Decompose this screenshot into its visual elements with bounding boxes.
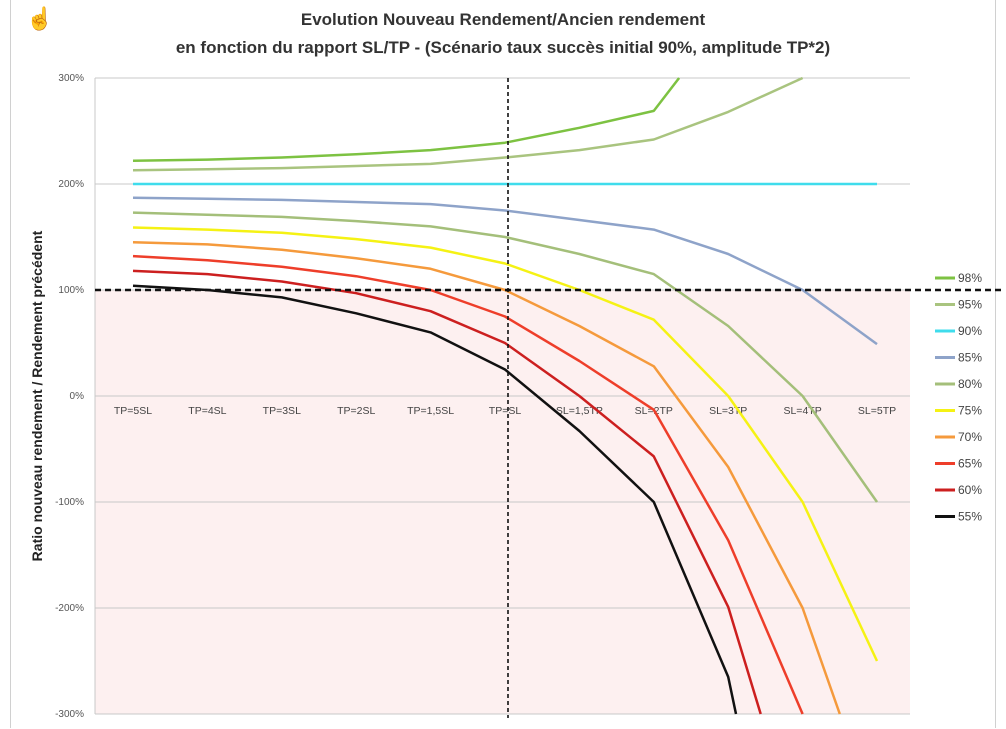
x-category-label: TP=4SL bbox=[188, 405, 226, 417]
chart-frame bbox=[10, 0, 996, 728]
y-axis-label: Ratio nouveau rendement / Rendement préc… bbox=[29, 230, 45, 561]
y-tick-label: 100% bbox=[58, 285, 84, 296]
x-category-label: SL=1,5TP bbox=[556, 405, 603, 417]
legend-label: 60% bbox=[958, 483, 982, 497]
series-line-60pct bbox=[132, 269, 762, 715]
legend-label: 98% bbox=[958, 271, 982, 285]
legend-label: 95% bbox=[958, 298, 982, 312]
chart-title-line-1: Evolution Nouveau Rendement/Ancien rende… bbox=[300, 10, 706, 29]
x-category-label: TP=2SL bbox=[337, 405, 375, 417]
x-category-label: SL=5TP bbox=[858, 405, 896, 417]
series-line-55pct bbox=[132, 284, 738, 715]
series-line-75pct bbox=[132, 226, 879, 662]
series-line-85pct bbox=[132, 196, 878, 346]
legend-label: 80% bbox=[958, 377, 982, 391]
legend-label: 85% bbox=[958, 351, 982, 365]
legend-label: 75% bbox=[958, 404, 982, 418]
series-line-98pct bbox=[132, 77, 681, 162]
x-category-label: TP=3SL bbox=[263, 405, 301, 417]
y-tick-label: -300% bbox=[55, 709, 84, 720]
legend-label: 90% bbox=[958, 324, 982, 338]
x-category-label: TP=5SL bbox=[114, 405, 152, 417]
series-line-95pct bbox=[132, 76, 804, 172]
y-tick-label: 300% bbox=[58, 73, 84, 84]
y-tick-label: -200% bbox=[55, 603, 84, 614]
x-category-label: TP=1,5SL bbox=[407, 405, 454, 417]
y-tick-label: -100% bbox=[55, 497, 84, 508]
hand-cursor-icon: ☝ bbox=[26, 6, 54, 31]
legend-label: 55% bbox=[958, 510, 982, 524]
legend-label: 70% bbox=[958, 430, 982, 444]
y-tick-label: 0% bbox=[70, 391, 85, 402]
chart-title-line-2: en fonction du rapport SL/TP - (Scénario… bbox=[175, 38, 831, 57]
y-tick-label: 200% bbox=[58, 179, 84, 190]
series-line-65pct bbox=[132, 254, 804, 715]
legend-label: 65% bbox=[958, 457, 982, 471]
series-line-80pct bbox=[132, 211, 879, 503]
x-category-label: TP=SL bbox=[489, 405, 522, 417]
